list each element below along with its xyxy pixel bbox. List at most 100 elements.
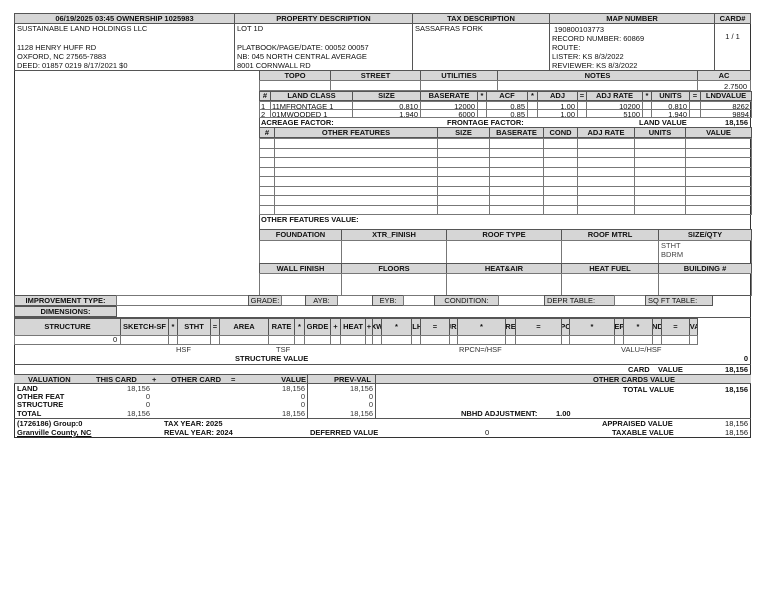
structure-header-1: SKETCH-SF bbox=[120, 318, 169, 336]
depr-table-label: DEPR TABLE: bbox=[544, 295, 615, 306]
land-header-9: ADJ RATE bbox=[586, 91, 643, 101]
record-number: RECORD NUMBER: 60869 bbox=[552, 34, 645, 43]
feature-header-1: OTHER FEATURES bbox=[274, 127, 438, 138]
valuation-row-label: TOTAL bbox=[17, 408, 42, 418]
feature-header-3: BASERATE bbox=[489, 127, 544, 138]
structure-cell bbox=[623, 335, 653, 345]
structure-header-0: STRUCTURE bbox=[14, 318, 121, 336]
structure-cell bbox=[177, 335, 211, 345]
feature-header-7: VALUE bbox=[685, 127, 752, 138]
valuation-row-label: STRUCTURE bbox=[17, 400, 64, 410]
structure-cell bbox=[515, 335, 562, 345]
prev-value: 0 bbox=[368, 392, 373, 402]
other-cards-value-label: OTHER CARDS VALUE bbox=[593, 375, 675, 384]
structure-header-10: HEAT bbox=[340, 318, 366, 336]
land-header-13: LNDVALUE bbox=[700, 91, 752, 101]
feature-cell bbox=[634, 204, 686, 215]
land-cell: 5100 bbox=[586, 109, 643, 118]
appraised-value: 18,156 bbox=[725, 419, 748, 428]
this-card-value: 0 bbox=[145, 392, 150, 402]
feature-header-5: ADJ RATE bbox=[577, 127, 635, 138]
reval-year: REVAL YEAR: 2024 bbox=[164, 428, 233, 437]
card-number-header: CARD# bbox=[714, 13, 751, 24]
card-count: 1 / 1 bbox=[725, 32, 740, 41]
equals-sign: = bbox=[231, 375, 236, 384]
this-card-value: 0 bbox=[145, 400, 150, 410]
land-cell: 1.940 bbox=[651, 109, 690, 118]
group: (1726186) Group:0 bbox=[17, 419, 83, 428]
reviewer: REVIEWER: KS 8/3/2022 bbox=[552, 61, 638, 70]
building-cell bbox=[446, 273, 562, 296]
improvement-type-label: IMPROVEMENT TYPE: bbox=[14, 295, 117, 306]
structure-cell bbox=[457, 335, 506, 345]
feature-cell bbox=[577, 204, 635, 215]
dimensions-label: DIMENSIONS: bbox=[14, 306, 117, 317]
land-value-label: LAND VALUE bbox=[639, 118, 687, 127]
structure-header-17: * bbox=[457, 318, 506, 336]
ownership-header: 06/19/2025 03:45 OWNERSHIP 1025983 bbox=[14, 13, 235, 24]
taxable-value: 18,156 bbox=[725, 428, 748, 437]
ayb-label: AYB: bbox=[305, 295, 338, 306]
land-header-1: LAND CLASS bbox=[270, 91, 353, 101]
size-qty-bdrm: BDRM bbox=[661, 250, 684, 259]
this-card-value: 18,156 bbox=[127, 408, 150, 418]
structure-cell bbox=[219, 335, 269, 345]
nbhd-adjustment: 1.00 bbox=[556, 409, 571, 418]
lister: LISTER: KS 8/3/2022 bbox=[552, 52, 624, 61]
frontage-factor-label: FRONTAGE FACTOR: bbox=[447, 118, 524, 127]
prev-val-header: PREV-VAL bbox=[334, 375, 371, 384]
structure-cell bbox=[661, 335, 690, 345]
other-features-value-label: OTHER FEATURES VALUE: bbox=[261, 215, 359, 224]
valuation-row-label: OTHER FEAT bbox=[17, 392, 65, 402]
property-address: 8001 CORNWALL RD bbox=[237, 61, 311, 70]
route: ROUTE: bbox=[552, 43, 581, 52]
county: Granville County, NC bbox=[17, 428, 92, 437]
building-cell bbox=[259, 240, 342, 264]
structure-header-3: STHT bbox=[177, 318, 211, 336]
feature-cell bbox=[543, 204, 578, 215]
structure-cell bbox=[304, 335, 331, 345]
prev-value: 18,156 bbox=[350, 408, 373, 418]
tsf-label: TSF bbox=[276, 345, 291, 354]
structure-header-13: * bbox=[381, 318, 412, 336]
feature-cell bbox=[685, 204, 752, 215]
structure-header-25: = bbox=[661, 318, 690, 336]
value: 18,156 bbox=[282, 384, 305, 393]
building-cell bbox=[561, 273, 659, 296]
building-cell bbox=[341, 240, 447, 264]
card-value-label: CARD VALUE bbox=[628, 365, 683, 374]
land-cell: 01MWOODED 1 bbox=[270, 109, 353, 118]
total-value: 18,156 bbox=[725, 385, 748, 394]
structure-cell bbox=[689, 335, 698, 345]
value-header: VALUE bbox=[281, 375, 306, 384]
land-cell: 1.940 bbox=[352, 109, 421, 118]
condition-label: CONDITION: bbox=[434, 295, 499, 306]
structure-cell bbox=[569, 335, 615, 345]
structure-cell bbox=[120, 335, 169, 345]
structure-cell bbox=[340, 335, 366, 345]
structure-header-5: AREA bbox=[219, 318, 269, 336]
card-value: 18,156 bbox=[725, 365, 748, 374]
structure-cell bbox=[381, 335, 412, 345]
land-cell: 0.85 bbox=[486, 109, 528, 118]
lot: LOT 1D bbox=[237, 24, 264, 33]
structure-cell bbox=[268, 335, 295, 345]
owner-name: SUSTAINABLE LAND HOLDINGS LLC bbox=[17, 24, 148, 33]
platbook: PLATBOOK/PAGE/DATE: 00052 00057 bbox=[237, 43, 369, 52]
grade-label: GRADE: bbox=[248, 295, 282, 306]
value: 0 bbox=[300, 392, 305, 402]
feature-cell bbox=[259, 204, 275, 215]
nbhd-adjustment-label: NBHD ADJUSTMENT: bbox=[461, 409, 538, 418]
structure-value: 0 bbox=[743, 354, 748, 363]
acreage-factor-label: ACREAGE FACTOR: bbox=[261, 118, 334, 127]
building-cell bbox=[259, 273, 342, 296]
deferred-value-label: DEFERRED VALUE bbox=[310, 428, 379, 437]
property-description-header: PROPERTY DESCRIPTION bbox=[234, 13, 413, 24]
eyb-label: EYB: bbox=[372, 295, 404, 306]
deferred-value: 0 bbox=[485, 428, 490, 437]
taxable-value-label: TAXABLE VALUE bbox=[612, 428, 674, 437]
sqft-table-label: SQ FT TABLE: bbox=[645, 295, 713, 306]
total-value-label: TOTAL VALUE bbox=[623, 385, 675, 394]
building-cell bbox=[341, 273, 447, 296]
hsf-label: HSF bbox=[176, 345, 191, 354]
